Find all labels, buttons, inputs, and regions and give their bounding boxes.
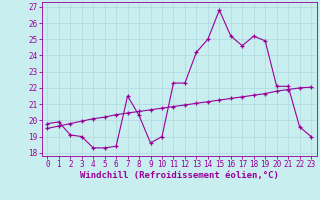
X-axis label: Windchill (Refroidissement éolien,°C): Windchill (Refroidissement éolien,°C) (80, 171, 279, 180)
